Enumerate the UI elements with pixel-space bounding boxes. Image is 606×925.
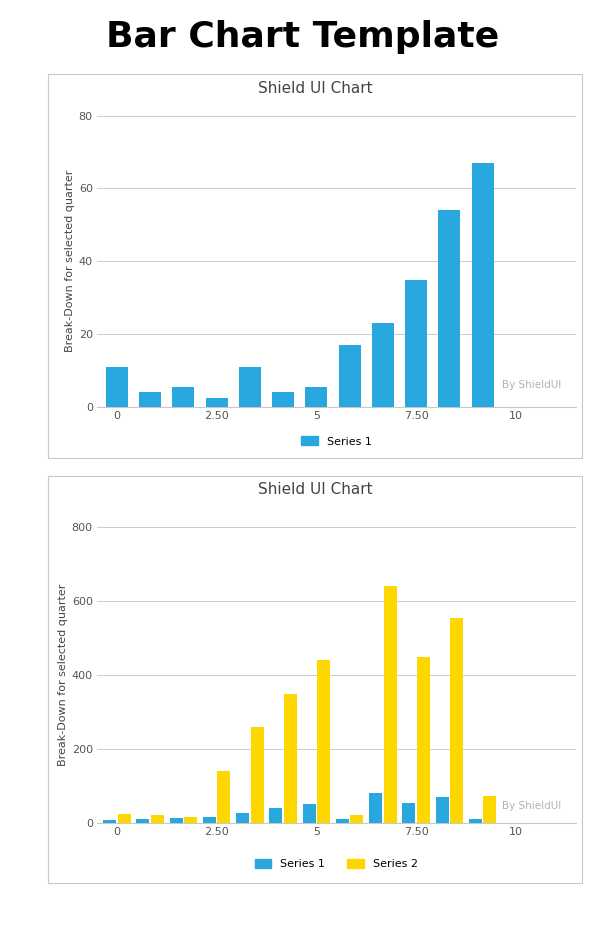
Bar [173,387,195,407]
Bar [106,367,128,407]
Bar [103,820,116,823]
Bar [184,817,197,823]
Bar [384,586,397,823]
Y-axis label: Break-Down for selected quarter: Break-Down for selected quarter [58,584,67,767]
Text: By ShieldUI: By ShieldUI [502,379,561,389]
Bar [305,387,327,407]
Bar [372,323,394,407]
Bar [436,797,448,823]
Text: By ShieldUI: By ShieldUI [502,801,561,811]
Bar [417,657,430,823]
Bar [203,817,216,823]
Bar [450,618,463,823]
Legend: Series 1: Series 1 [297,432,376,451]
Bar [438,210,461,407]
Bar [151,815,164,823]
Bar [317,660,330,823]
Bar [339,345,361,407]
Bar [483,796,496,823]
Bar [471,163,494,407]
Bar [369,793,382,823]
Bar [350,815,364,823]
Bar [302,804,316,823]
Bar [269,808,282,823]
Bar [402,803,416,823]
Bar [239,367,261,407]
Bar [136,819,150,823]
Bar [170,819,183,823]
Bar [250,727,264,823]
Bar [118,814,131,823]
Bar [218,771,230,823]
Y-axis label: Break-Down for selected quarter: Break-Down for selected quarter [64,170,75,352]
Bar [336,819,349,823]
Bar [469,819,482,823]
Bar [139,392,161,407]
Bar [405,279,427,407]
Bar [272,392,294,407]
Bar [284,694,297,823]
Text: Bar Chart Template: Bar Chart Template [107,20,499,55]
Text: Shield UI Chart: Shield UI Chart [258,81,373,96]
Bar [205,398,228,407]
Legend: Series 1, Series 2: Series 1, Series 2 [250,855,422,874]
Bar [236,813,249,823]
Text: Shield UI Chart: Shield UI Chart [258,482,373,497]
